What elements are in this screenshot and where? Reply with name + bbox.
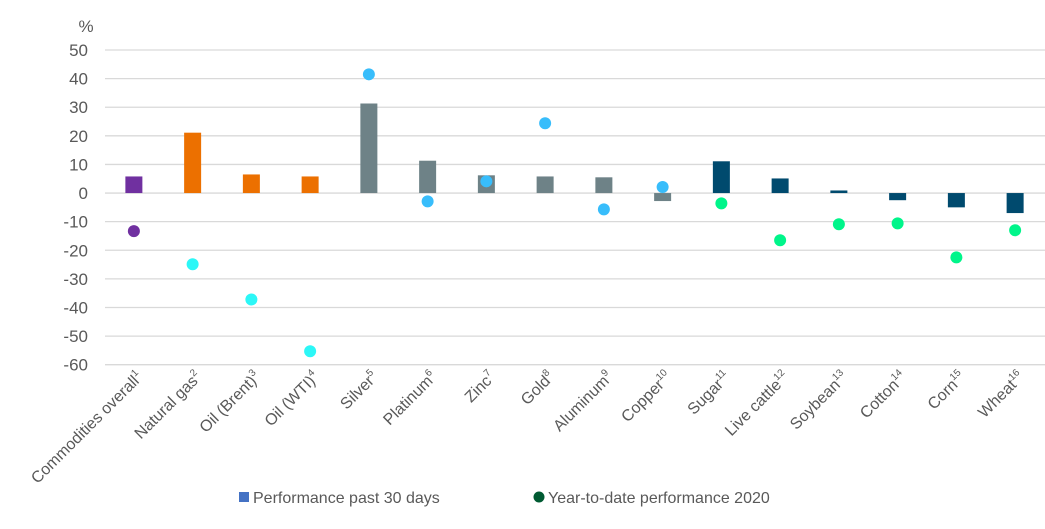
bar-series [125, 103, 1024, 214]
point-ytd [891, 217, 904, 230]
bar-30-days [889, 193, 907, 201]
x-tick-label: Platinum6 [379, 367, 441, 429]
bar-30-days [654, 193, 672, 202]
x-tick-label: Copper10 [617, 367, 676, 426]
point-ytd [245, 293, 258, 306]
bar-30-days [301, 176, 319, 194]
x-tick-label: Silver5 [336, 367, 382, 413]
bar-30-days [595, 177, 613, 194]
point-ytd [597, 203, 610, 216]
x-tick-label: Commodities overall1 [27, 367, 147, 487]
y-tick-label: -10 [63, 213, 88, 232]
x-tick-label: Gold8 [517, 367, 559, 409]
y-tick-label: 30 [69, 98, 88, 117]
x-tick-label: Corn15 [923, 367, 969, 413]
point-ytd [950, 251, 963, 264]
x-tick-label: Sugar11 [683, 367, 734, 418]
point-ytd [480, 175, 493, 188]
gridlines [105, 49, 1045, 366]
x-tick-label: Oil (WTI)4 [260, 367, 323, 430]
bar-30-days [536, 176, 554, 194]
legend-swatch-30-days [239, 492, 249, 502]
point-ytd [421, 195, 434, 208]
x-tick-label: Aluminum9 [549, 367, 617, 435]
y-tick-label: 50 [69, 41, 88, 60]
bar-30-days [712, 161, 730, 194]
y-tick-label: 20 [69, 127, 88, 146]
scatter-series [127, 68, 1022, 358]
point-ytd [656, 181, 669, 194]
bar-30-days [830, 190, 848, 194]
bar-30-days [771, 178, 789, 194]
y-tick-label: 0 [79, 184, 88, 203]
y-axis-unit-label: % [78, 17, 93, 36]
y-tick-label: -50 [63, 327, 88, 346]
point-ytd [127, 225, 140, 238]
legend: Performance past 30 days Year-to-date pe… [239, 490, 770, 507]
legend-label-30-days: Performance past 30 days [253, 490, 440, 507]
bar-30-days [125, 176, 143, 194]
bar-30-days [1006, 193, 1024, 214]
x-tick-label: Natural gas2 [130, 367, 206, 443]
x-tick-label: Zinc7 [460, 367, 499, 406]
point-ytd [715, 197, 728, 210]
y-tick-label: 10 [69, 155, 88, 174]
y-tick-label: -30 [63, 270, 88, 289]
y-tick-label: -60 [63, 356, 88, 375]
point-ytd [304, 345, 317, 358]
point-ytd [1009, 224, 1022, 237]
y-tick-label: -40 [63, 298, 88, 317]
legend-swatch-ytd [533, 491, 545, 503]
x-tick-label: Soybean13 [786, 367, 852, 433]
point-ytd [362, 68, 375, 81]
x-tick-label: Cotton14 [856, 367, 911, 422]
bar-30-days [360, 103, 378, 194]
point-ytd [832, 218, 845, 231]
y-tick-label: -20 [63, 241, 88, 260]
x-tick-label: Oil (Brent)3 [195, 367, 264, 436]
bar-30-days [184, 132, 202, 194]
y-axis-ticks: 50 40 30 20 10 0 -10 -20 -30 -40 -50 -60 [63, 41, 88, 375]
bar-30-days [242, 174, 260, 194]
x-tick-label: Live cattle12 [721, 367, 794, 440]
point-ytd [774, 234, 787, 247]
x-tick-label: Wheat16 [974, 367, 1028, 421]
y-tick-label: 40 [69, 70, 88, 89]
point-ytd [539, 117, 552, 130]
bar-30-days [419, 160, 437, 194]
point-ytd [186, 258, 199, 271]
legend-label-ytd: Year-to-date performance 2020 [548, 490, 770, 507]
bar-30-days [947, 193, 965, 208]
